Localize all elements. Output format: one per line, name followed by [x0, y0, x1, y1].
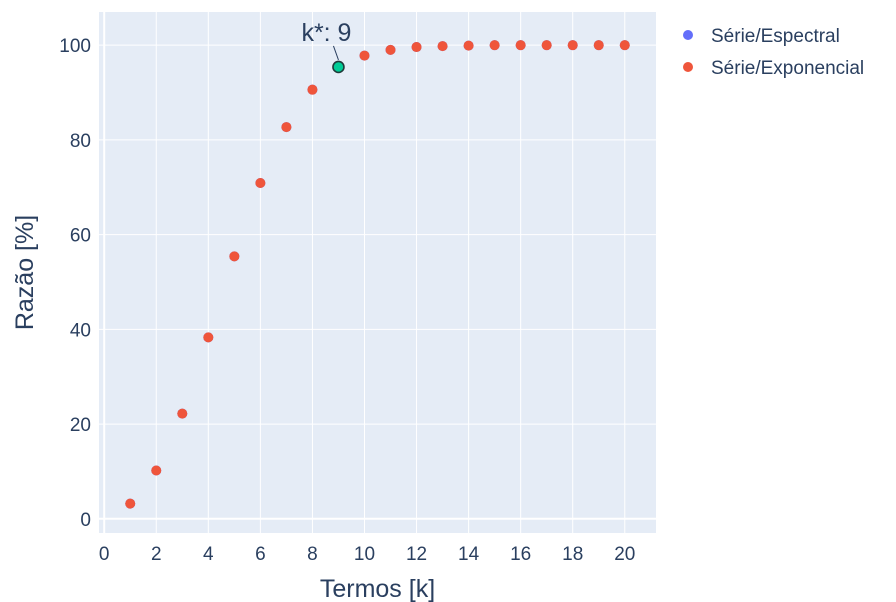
data-point [463, 40, 474, 51]
x-tick-label: 18 [562, 544, 583, 565]
grid-lines [99, 12, 656, 533]
x-tick-label: 2 [151, 544, 162, 565]
data-point [515, 40, 526, 51]
legend-label: Série/Espectral [711, 26, 840, 47]
y-tick-label: 40 [70, 320, 91, 341]
x-tick-label: 12 [406, 544, 427, 565]
x-tick-label: 4 [203, 544, 214, 565]
legend[interactable]: Série/Espectral Série/Exponencial [683, 26, 864, 79]
data-point [489, 40, 500, 51]
y-axis-title: Razão [%] [11, 215, 39, 330]
annotation: k*: 9 [301, 19, 351, 74]
data-point [229, 251, 240, 262]
y-axis-ticks: 0 20 40 60 80 100 [59, 36, 91, 531]
data-point [359, 50, 370, 61]
x-axis-title: Termos [k] [320, 575, 435, 602]
x-tick-label: 8 [307, 544, 318, 565]
x-tick-label: 10 [354, 544, 375, 565]
plot-area [99, 12, 656, 533]
legend-marker [683, 62, 693, 72]
data-point [255, 177, 266, 188]
data-point [203, 332, 214, 343]
data-point [411, 42, 422, 53]
x-tick-label: 20 [614, 544, 635, 565]
y-tick-label: 60 [70, 226, 91, 247]
x-axis-ticks: 0 2 4 6 8 10 12 14 16 18 20 [99, 544, 635, 565]
data-point [593, 40, 604, 51]
data-points [125, 40, 630, 509]
y-tick-label: 0 [80, 510, 91, 531]
data-point [281, 122, 292, 133]
x-tick-label: 0 [99, 544, 110, 565]
x-tick-label: 16 [510, 544, 531, 565]
annotation-arrow [332, 45, 339, 61]
data-point [307, 84, 318, 95]
data-point [541, 40, 552, 51]
annotation-label: k*: 9 [301, 19, 351, 47]
data-point [151, 465, 162, 476]
x-tick-label: 6 [255, 544, 266, 565]
y-tick-label: 20 [70, 415, 91, 436]
data-point [125, 498, 136, 509]
legend-marker [683, 30, 693, 40]
data-point [619, 40, 630, 51]
highlight-marker [332, 60, 345, 74]
legend-label: Série/Exponencial [711, 58, 864, 79]
data-point [567, 40, 578, 51]
y-tick-label: 80 [70, 131, 91, 152]
data-point [385, 44, 396, 55]
data-point [437, 41, 448, 52]
x-tick-label: 14 [458, 544, 480, 565]
data-point [177, 408, 188, 419]
y-tick-label: 100 [59, 36, 91, 57]
